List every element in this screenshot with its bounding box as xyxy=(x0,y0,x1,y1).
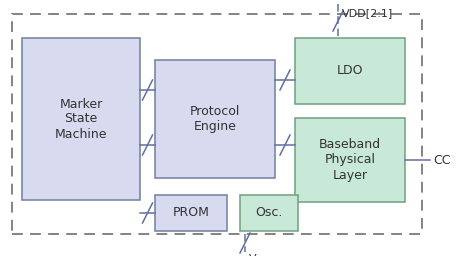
Bar xyxy=(155,195,226,231)
Text: PROM: PROM xyxy=(172,207,209,219)
Text: Vss: Vss xyxy=(248,254,268,256)
Bar xyxy=(240,195,297,231)
Text: Marker
State
Machine: Marker State Machine xyxy=(55,98,107,141)
Bar xyxy=(294,38,404,104)
Text: Osc.: Osc. xyxy=(255,207,282,219)
Bar xyxy=(294,118,404,202)
Bar xyxy=(12,14,421,234)
Bar xyxy=(155,60,274,178)
Text: VDD[2:1]: VDD[2:1] xyxy=(341,8,392,18)
Text: CC: CC xyxy=(432,154,449,166)
Text: LDO: LDO xyxy=(336,65,363,78)
Text: Protocol
Engine: Protocol Engine xyxy=(190,105,240,133)
Text: Baseband
Physical
Layer: Baseband Physical Layer xyxy=(318,138,380,182)
Bar xyxy=(22,38,140,200)
